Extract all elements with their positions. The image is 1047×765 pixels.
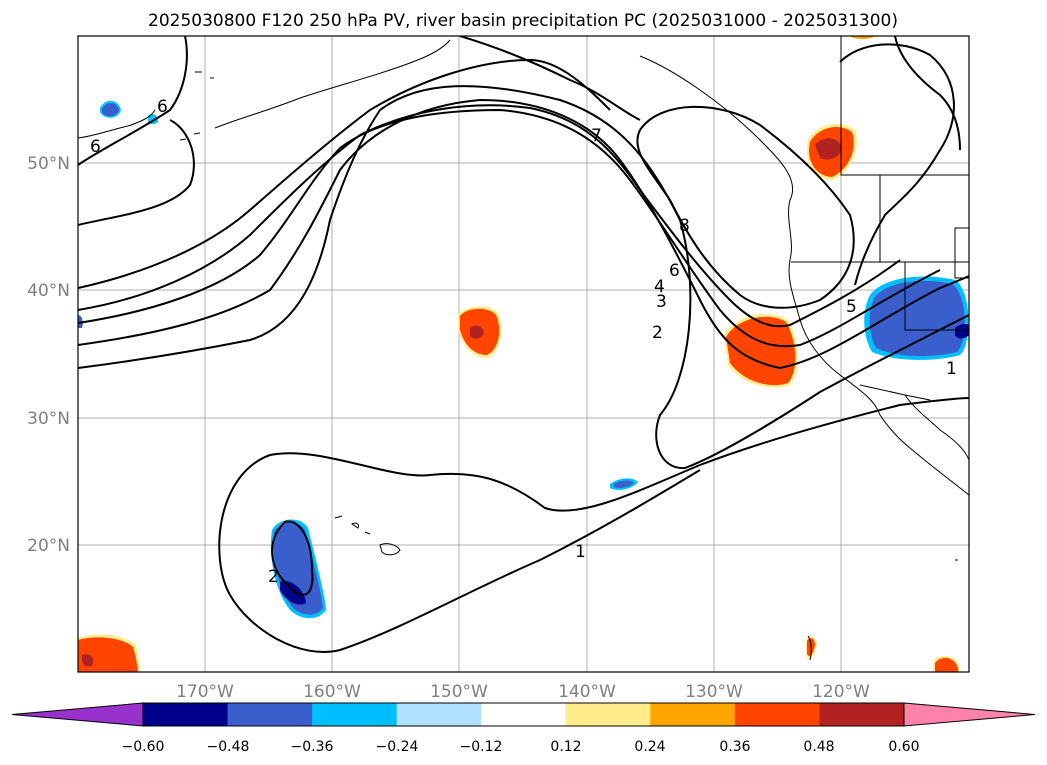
colorbar-tick: 0.60 [888,739,919,755]
colorbar-segment [650,703,736,726]
colorbar-frame [142,702,905,727]
colorbar-tick: 0.12 [550,739,581,755]
contour-label: 5 [846,297,857,317]
lon-label: 170°W [176,682,234,702]
colorbar-extend-low [11,702,144,727]
colorbar-extend-high [903,702,1036,727]
contour-label: 2 [652,323,663,343]
colorbar-segment [312,703,398,726]
lon-label: 150°W [430,682,488,702]
contour-label: 8 [679,216,690,236]
lon-label: 140°W [558,682,616,702]
contour-label: 6 [157,97,168,117]
contour-label: 6 [669,261,680,281]
contour-labels: 6 6 7 8 6 4 3 2 1 2 5 1 [90,97,957,587]
map-frame [77,35,970,673]
contour-label: 7 [591,126,602,146]
lat-label: 20°N [27,536,70,556]
colorbar-segment [227,703,313,726]
colorbar-tick: −0.24 [376,739,419,755]
colorbar-segment [819,703,905,726]
contour-label: 1 [946,359,957,379]
colorbar-segment [481,703,567,726]
colorbar-segment [734,703,820,726]
lat-label: 50°N [27,154,70,174]
lat-label: 30°N [27,409,70,429]
colorbar-tick: −0.60 [122,739,165,755]
colorbar-tick: −0.36 [291,739,334,755]
figure-title: 2025030800 F120 250 hPa PV, river basin … [148,11,898,31]
contour-label: 4 [654,277,665,297]
lat-labels: 50°N 40°N 30°N 20°N [27,154,70,556]
colorbar-segments [11,702,1036,727]
colorbar-tick: 0.24 [634,739,665,755]
coastlines [78,36,969,661]
contour-label: 3 [656,292,667,312]
colorbar-ticks: −0.60 −0.48 −0.36 −0.24 −0.12 0.12 0.24 … [122,739,920,755]
colorbar-tick: −0.12 [460,739,503,755]
pv-contours [78,36,969,653]
contour-label: 6 [90,137,101,157]
colorbar-segment [565,703,651,726]
colorbar-tick: 0.48 [803,739,834,755]
lat-label: 40°N [27,281,70,301]
contour-label: 1 [575,542,586,562]
precip-shading [78,36,969,672]
lon-label: 130°W [685,682,743,702]
colorbar-tick: −0.48 [207,739,250,755]
contour-label: 2 [268,567,279,587]
colorbar-segment [396,703,482,726]
lon-label: 160°W [303,682,361,702]
colorbar-tick: 0.36 [719,739,750,755]
colorbar: −0.60 −0.48 −0.36 −0.24 −0.12 0.12 0.24 … [11,702,1036,755]
lon-label: 120°W [812,682,870,702]
lon-labels: 170°W 160°W 150°W 140°W 130°W 120°W [176,682,870,702]
colorbar-segment [143,703,229,726]
